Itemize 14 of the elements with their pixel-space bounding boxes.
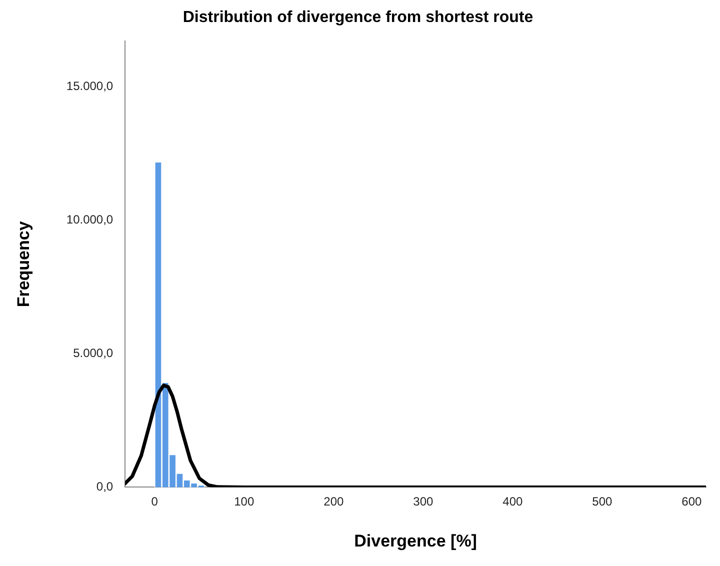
x-tick-label: 200 — [324, 494, 344, 509]
x-tick-label: 600 — [682, 494, 702, 509]
y-tick-label: 15.000,0 — [66, 78, 114, 93]
y-tick-label: 5.000,0 — [73, 346, 114, 360]
x-tick-label: 500 — [592, 494, 613, 509]
chart-title: Distribution of divergence from shortest route — [182, 9, 534, 26]
y-axis-title: Frequency — [14, 220, 33, 308]
x-axis-title: Divergence [%] — [354, 531, 477, 550]
y-tick-label: 10.000,0 — [66, 212, 114, 226]
y-tick-label: 0,0 — [96, 480, 114, 494]
x-tick-label: 0 — [151, 494, 158, 509]
x-tick-label: 300 — [413, 494, 434, 509]
x-tick-label: 100 — [234, 494, 254, 509]
x-tick-label: 400 — [502, 494, 523, 509]
